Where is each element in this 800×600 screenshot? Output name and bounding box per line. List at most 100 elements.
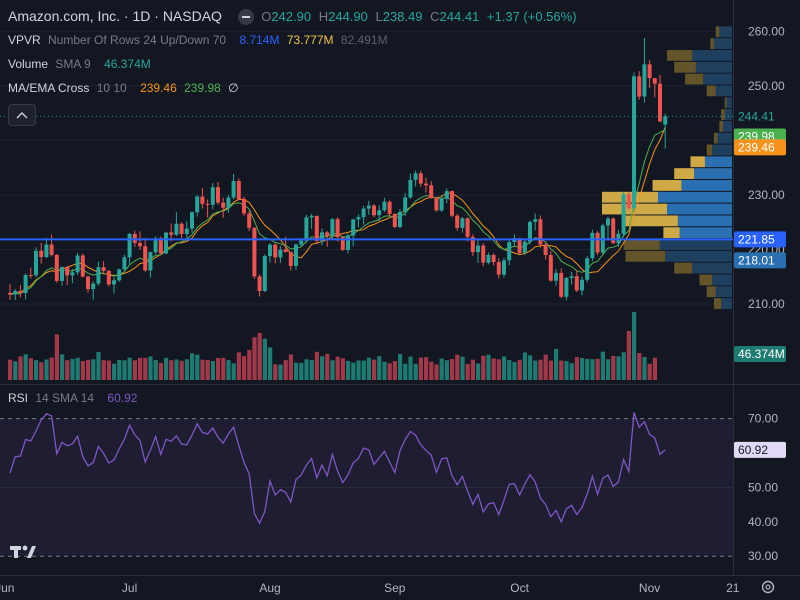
vpvr-up-bar [719,26,732,38]
vpvr-up-bar [665,250,732,262]
volume-bar [127,357,132,380]
volume-bar [470,359,475,380]
volume-value: 46.374M [104,57,151,71]
vpvr-up-bar [722,120,732,132]
time-tick-label: Jul [122,581,137,595]
volume-bar [86,359,91,380]
volume-bar [387,363,392,380]
rsi-legend[interactable]: RSI 14 SMA 14 60.92 [8,391,141,405]
candle-body [559,272,564,297]
vpvr-down-bar [706,85,716,97]
vpvr-up-bar [694,168,732,180]
vpvr-up-bar [657,191,732,203]
vpvr-down-bar [706,144,713,156]
volume-bar [528,355,533,380]
visibility-icon[interactable] [237,8,254,25]
volume-legend[interactable]: Volume SMA 9 46.374M [8,57,155,71]
volume-bar [320,356,325,380]
volume-bar [408,356,413,380]
ma-null-symbol: ∅ [228,81,239,95]
tradingview-logo[interactable] [8,540,38,564]
candle-body [268,244,272,257]
candle-body [106,270,111,285]
candle-body [403,197,408,212]
volume-bar [403,363,408,380]
candle-body [242,199,246,214]
price-tick-label: 260.00 [748,24,785,38]
change-value: +1.37 (+0.56%) [486,9,577,24]
rsi-line [9,412,666,525]
volume-bar [174,359,179,380]
volume-bar [60,354,65,380]
candle-body [70,272,75,276]
close-label: C [430,9,440,24]
volume-bar [106,360,111,380]
vpvr-legend[interactable]: VPVR Number Of Rows 24 Up/Down 70 8.714M… [8,33,392,47]
volume-bar [28,358,33,380]
candle-body [216,187,220,203]
candle-body [392,213,397,227]
settings-icon[interactable] [761,580,775,594]
rsi-params: 14 SMA 14 [35,391,95,405]
candle-body [554,272,558,281]
vpvr-down-bar [724,97,727,109]
rsi-tag-bg [734,441,786,458]
volume-bar [80,360,85,380]
vpvr-up-bar [712,144,732,156]
vpvr-up-bar [712,274,732,286]
candle-body [361,208,366,218]
vpvr-up-bar [703,73,732,85]
volume-bar [626,330,631,380]
vpvr-up-bar [679,227,732,239]
volume-bar [153,360,158,380]
vpvr-up-bar [713,38,732,50]
volume-bar [216,357,221,380]
time-tick-label: 21 [726,581,740,595]
volume-tag: 46.374M [738,347,785,361]
candle-body [320,232,324,241]
candle-body [637,76,642,97]
candlesticks [8,37,668,301]
candle-body [481,245,486,263]
vpvr-up-bar [717,132,732,144]
candle-body [356,217,361,220]
ma-price-tag: 239.46 [738,140,775,154]
volume-bar [210,361,215,380]
candle-body [585,258,590,280]
volume-bar [652,357,657,380]
candle-body [574,276,579,291]
volume-bar [330,360,335,380]
candle-body [372,205,376,216]
candle-body [621,194,626,234]
volume-bar [538,359,543,380]
vpvr-down-bar [710,38,714,50]
candle-body [273,244,278,258]
volume-bar [429,361,434,380]
volume-bar [377,356,382,380]
candle-body [138,242,142,247]
ma-legend[interactable]: MA/EMA Cross 10 10 239.46 239.98 ∅ [8,81,243,95]
symbol-title[interactable]: Amazon.com, Inc. · 1D · NASDAQ [8,8,222,24]
volume-bar [512,361,517,380]
volume-bar [236,352,241,380]
candle-body [496,262,501,275]
ma-fast-line [9,127,666,295]
vpvr-down-bar [699,274,713,286]
volume-bar [242,356,247,380]
candle-body [538,219,543,245]
vpvr-down-bar [674,61,696,73]
rsi-tick-label: 50.00 [748,480,778,494]
rsi-value: 60.92 [107,391,138,405]
volume-bar [262,338,267,380]
candle-body [23,275,28,294]
candle-body [652,78,657,84]
moving-averages [9,127,666,295]
candle-body [325,232,330,237]
volume-bar [486,354,491,380]
candle-body [455,215,460,228]
candle-body [252,227,257,277]
collapse-legend-button[interactable] [8,104,36,126]
vpvr-up-bar [677,215,732,227]
volume-bar [44,359,49,380]
